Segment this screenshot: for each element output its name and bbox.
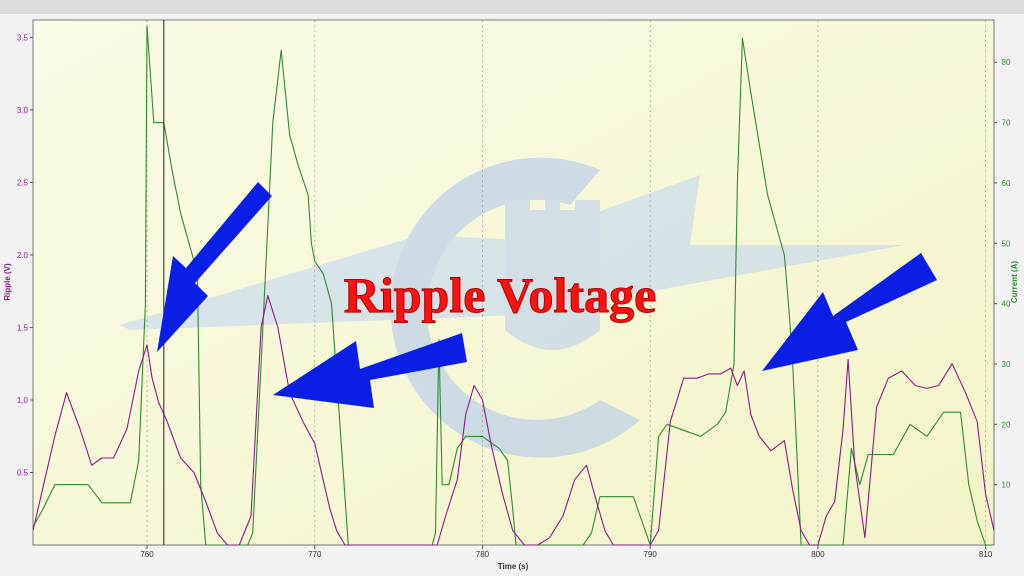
x-tick-label: 760 — [140, 550, 154, 559]
current-series-line — [32, 25, 994, 546]
arrow-middle — [273, 333, 467, 408]
y-right-tick-label: 10 — [1002, 481, 1011, 490]
x-tick-label: 780 — [476, 550, 490, 559]
y-axis-left-label: Ripple (V) — [3, 263, 12, 301]
chart-title: Ripple Voltage — [344, 267, 657, 323]
x-axis-label: Time (s) — [498, 562, 529, 571]
series-layer — [32, 25, 995, 546]
y-right-tick-label: 30 — [1002, 360, 1011, 369]
x-tick-label: 790 — [644, 550, 658, 559]
y-right-tick-label: 60 — [1002, 179, 1011, 188]
y-right-tick-label: 70 — [1002, 119, 1011, 128]
axes: 760 770 780 790 800 810 0.5 1.0 1.5 2.0 2.5 3.0 3.5 1… — [17, 33, 1011, 559]
x-tick-label: 810 — [979, 550, 993, 559]
annotation-arrows — [157, 182, 937, 408]
x-tick-label: 770 — [308, 550, 322, 559]
y-left-tick-label: 2.0 — [17, 251, 29, 260]
arrow-right — [762, 253, 937, 371]
y-right-tick-label: 20 — [1002, 420, 1011, 429]
x-tick-label: 800 — [811, 550, 825, 559]
y-left-tick-label: 1.0 — [17, 396, 29, 405]
y-axis-right-label: Current (A) — [1010, 261, 1019, 304]
y-left-tick-label: 2.5 — [17, 178, 29, 187]
y-right-tick-label: 40 — [1002, 300, 1011, 309]
y-left-tick-label: 0.5 — [17, 468, 29, 477]
top-bar — [0, 0, 1024, 14]
y-right-tick-label: 80 — [1002, 58, 1011, 67]
ripple-series-line — [32, 295, 995, 546]
y-left-tick-label: 1.5 — [17, 323, 29, 332]
arrow-left-upper — [157, 182, 272, 352]
shield-logo-watermark — [120, 157, 905, 458]
y-left-tick-label: 3.5 — [17, 33, 29, 42]
y-left-tick-label: 3.0 — [17, 106, 29, 115]
y-right-tick-label: 50 — [1002, 239, 1011, 248]
